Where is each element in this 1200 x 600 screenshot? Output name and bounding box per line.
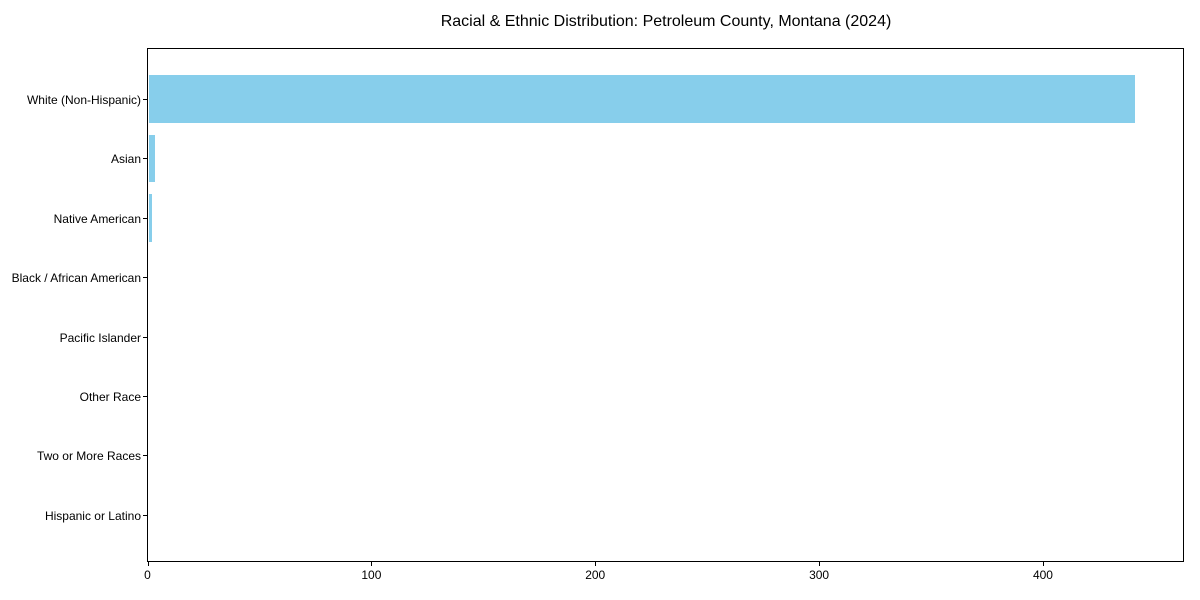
x-tick-label: 400	[1032, 568, 1053, 582]
y-tick-mark	[143, 217, 147, 219]
x-tick-mark	[147, 562, 149, 566]
y-tick-label: Two or More Races	[36, 449, 141, 464]
x-tick-label: 0	[144, 568, 151, 582]
y-tick-mark	[143, 158, 147, 160]
plot-area	[147, 48, 1184, 562]
bar-asian	[148, 134, 155, 183]
y-tick-mark	[143, 396, 147, 397]
x-tick-label: 100	[361, 568, 382, 582]
y-tick-mark	[143, 455, 147, 457]
y-tick-label: Pacific Islander	[59, 330, 141, 345]
x-tick-mark	[1042, 562, 1044, 566]
y-tick-label: Black / African American	[11, 271, 141, 286]
y-tick-label: Native American	[53, 211, 141, 226]
y-tick-mark	[143, 99, 147, 100]
y-tick-label: White (Non-Hispanic)	[26, 93, 141, 107]
y-tick-label: Other Race	[79, 390, 141, 404]
x-tick-label: 200	[585, 568, 606, 582]
x-tick-mark	[595, 562, 597, 566]
y-tick-label: Hispanic or Latino	[44, 508, 141, 523]
x-tick-label: 300	[809, 568, 830, 582]
bar-white-non-hispanic	[148, 75, 1136, 123]
x-tick-mark	[371, 562, 373, 566]
bar-native-american	[148, 194, 153, 242]
x-tick-mark	[819, 562, 821, 566]
chart-title: Racial & Ethnic Distribution: Petroleum …	[440, 13, 892, 30]
y-tick-label: Asian	[110, 152, 141, 167]
y-tick-mark	[143, 277, 147, 279]
y-tick-mark	[143, 336, 147, 338]
y-tick-mark	[143, 514, 147, 516]
